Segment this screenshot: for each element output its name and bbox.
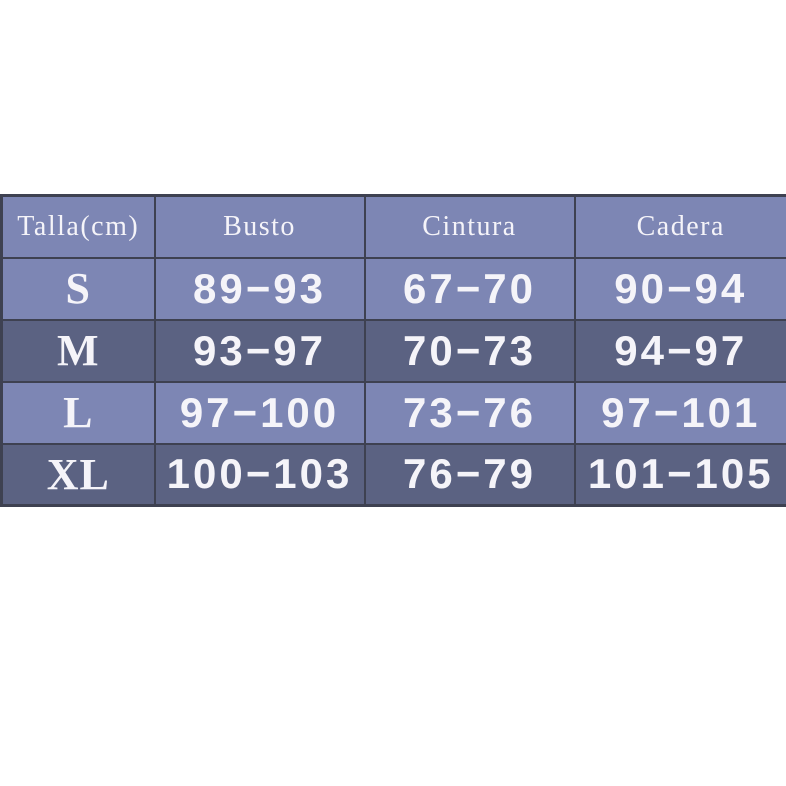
header-cell-busto: Busto: [153, 194, 366, 259]
size-row-m: M 93−97 70−73 94−97: [0, 318, 786, 383]
cintura-value-cell: 73−76: [363, 380, 576, 445]
cadera-value-cell: 90−94: [573, 256, 786, 321]
header-cell-cintura: Cintura: [363, 194, 576, 259]
size-chart: Talla(cm) Busto Cintura Cadera S 89−93 6…: [0, 194, 786, 507]
header-row: Talla(cm) Busto Cintura Cadera: [0, 194, 786, 259]
cadera-value-cell: 101−105: [573, 442, 786, 507]
size-label-cell: M: [0, 318, 156, 383]
size-label-cell: S: [0, 256, 156, 321]
size-row-xl: XL 100−103 76−79 101−105: [0, 442, 786, 507]
busto-value-cell: 100−103: [153, 442, 366, 507]
busto-value-cell: 93−97: [153, 318, 366, 383]
cadera-value-cell: 97−101: [573, 380, 786, 445]
size-row-l: L 97−100 73−76 97−101: [0, 380, 786, 445]
cintura-value-cell: 70−73: [363, 318, 576, 383]
size-label-cell: XL: [0, 442, 156, 507]
size-label-cell: L: [0, 380, 156, 445]
header-cell-talla: Talla(cm): [0, 194, 156, 259]
busto-value-cell: 89−93: [153, 256, 366, 321]
busto-value-cell: 97−100: [153, 380, 366, 445]
cintura-value-cell: 67−70: [363, 256, 576, 321]
size-row-s: S 89−93 67−70 90−94: [0, 256, 786, 321]
cintura-value-cell: 76−79: [363, 442, 576, 507]
header-cell-cadera: Cadera: [573, 194, 786, 259]
cadera-value-cell: 94−97: [573, 318, 786, 383]
size-chart-table: Talla(cm) Busto Cintura Cadera S 89−93 6…: [0, 194, 786, 507]
